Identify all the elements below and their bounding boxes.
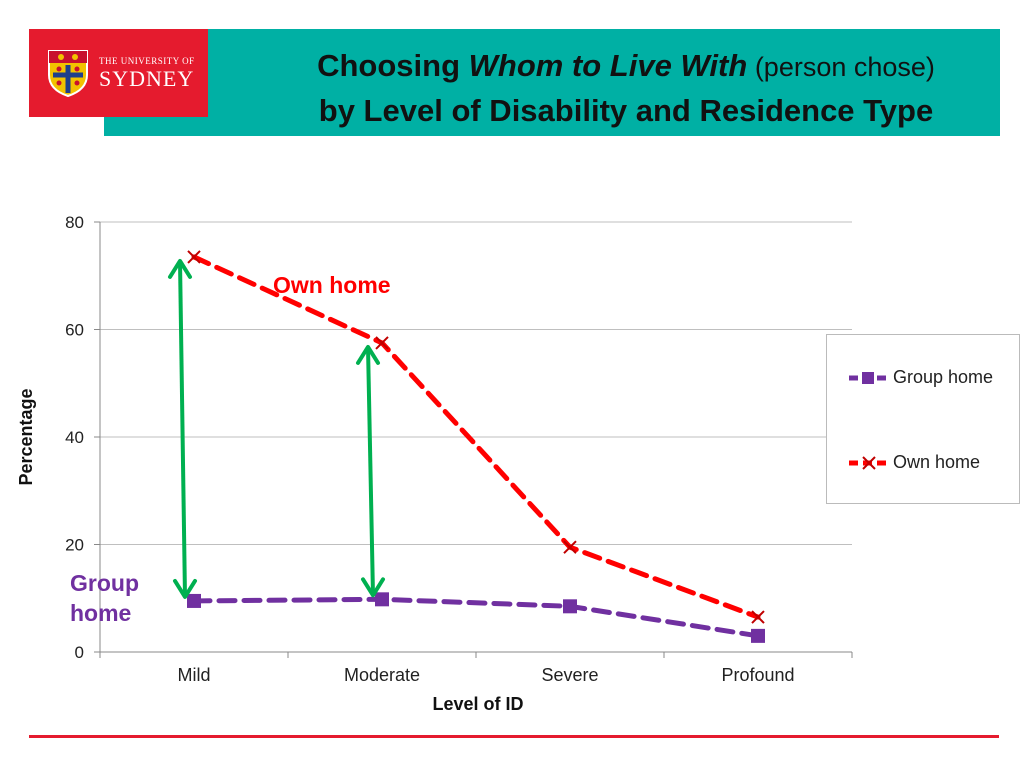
- legend-group-home-label: Group home: [893, 367, 994, 387]
- y-tick-label: 40: [65, 428, 84, 447]
- arrow-head-down: [173, 578, 197, 599]
- arrow-head-down: [361, 577, 385, 598]
- own-home-annotation-text: Own home: [273, 272, 391, 298]
- arrow-head-up: [356, 344, 380, 365]
- logo-big-text: SYDNEY: [99, 65, 195, 91]
- title-line2: by Level of Disability and Residence Typ…: [318, 93, 934, 128]
- data-point-group-home: [563, 599, 577, 614]
- bottom-divider: [29, 735, 999, 738]
- y-tick-label: 60: [65, 321, 84, 340]
- slide-title: Choosing Whom to Live With (person chose…: [230, 44, 1022, 133]
- group-home-annotation: Group home: [70, 568, 139, 628]
- arrow-shaft: [178, 260, 187, 597]
- arrow-shaft: [366, 346, 375, 596]
- logo-small-text: THE UNIVERSITY OF: [99, 55, 195, 66]
- university-logo: THE UNIVERSITY OF SYDNEY: [29, 29, 208, 117]
- title-italic: Whom to Live With: [468, 48, 748, 83]
- chart-legend: Group home Own home: [826, 334, 1020, 504]
- title-part1: Choosing: [317, 48, 469, 83]
- legend-item-own-home: Own home: [847, 452, 980, 473]
- group-home-annotation-line2: home: [70, 600, 132, 626]
- data-point-group-home: [751, 628, 765, 643]
- data-point-group-home: [375, 592, 389, 607]
- legend-own-home-swatch: [849, 455, 889, 470]
- data-point-group-home: [187, 593, 201, 608]
- double-arrow-mild: [168, 258, 197, 599]
- x-tick-label: Profound: [721, 665, 794, 685]
- x-tick-label: Moderate: [344, 665, 420, 685]
- data-point-own-home: [563, 540, 577, 554]
- x-tick-label: Severe: [541, 665, 598, 685]
- data-point-own-home: [375, 336, 389, 350]
- y-axis-label: Percentage: [16, 388, 36, 485]
- data-point-own-home: [187, 250, 201, 264]
- y-tick-label: 0: [75, 643, 84, 662]
- series-line-group-home: [191, 596, 761, 639]
- data-point-own-home: [751, 610, 765, 624]
- legend-item-group-home: Group home: [847, 367, 993, 388]
- y-tick-label: 20: [65, 536, 84, 555]
- group-home-annotation-line1: Group: [70, 570, 139, 596]
- crest-icon: [48, 50, 88, 97]
- legend-group-home-swatch: [849, 371, 889, 384]
- title-light: (person chose): [747, 52, 935, 82]
- arrow-head-up: [168, 258, 192, 279]
- series-line-own-home: [191, 254, 761, 620]
- y-tick-label: 80: [65, 213, 84, 232]
- double-arrow-moderate: [356, 344, 385, 598]
- x-axis-label: Level of ID: [432, 694, 523, 714]
- x-tick-label: Mild: [177, 665, 210, 685]
- legend-own-home-label: Own home: [893, 452, 981, 472]
- header-bar: [104, 29, 1000, 136]
- own-home-annotation: Own home: [273, 270, 391, 300]
